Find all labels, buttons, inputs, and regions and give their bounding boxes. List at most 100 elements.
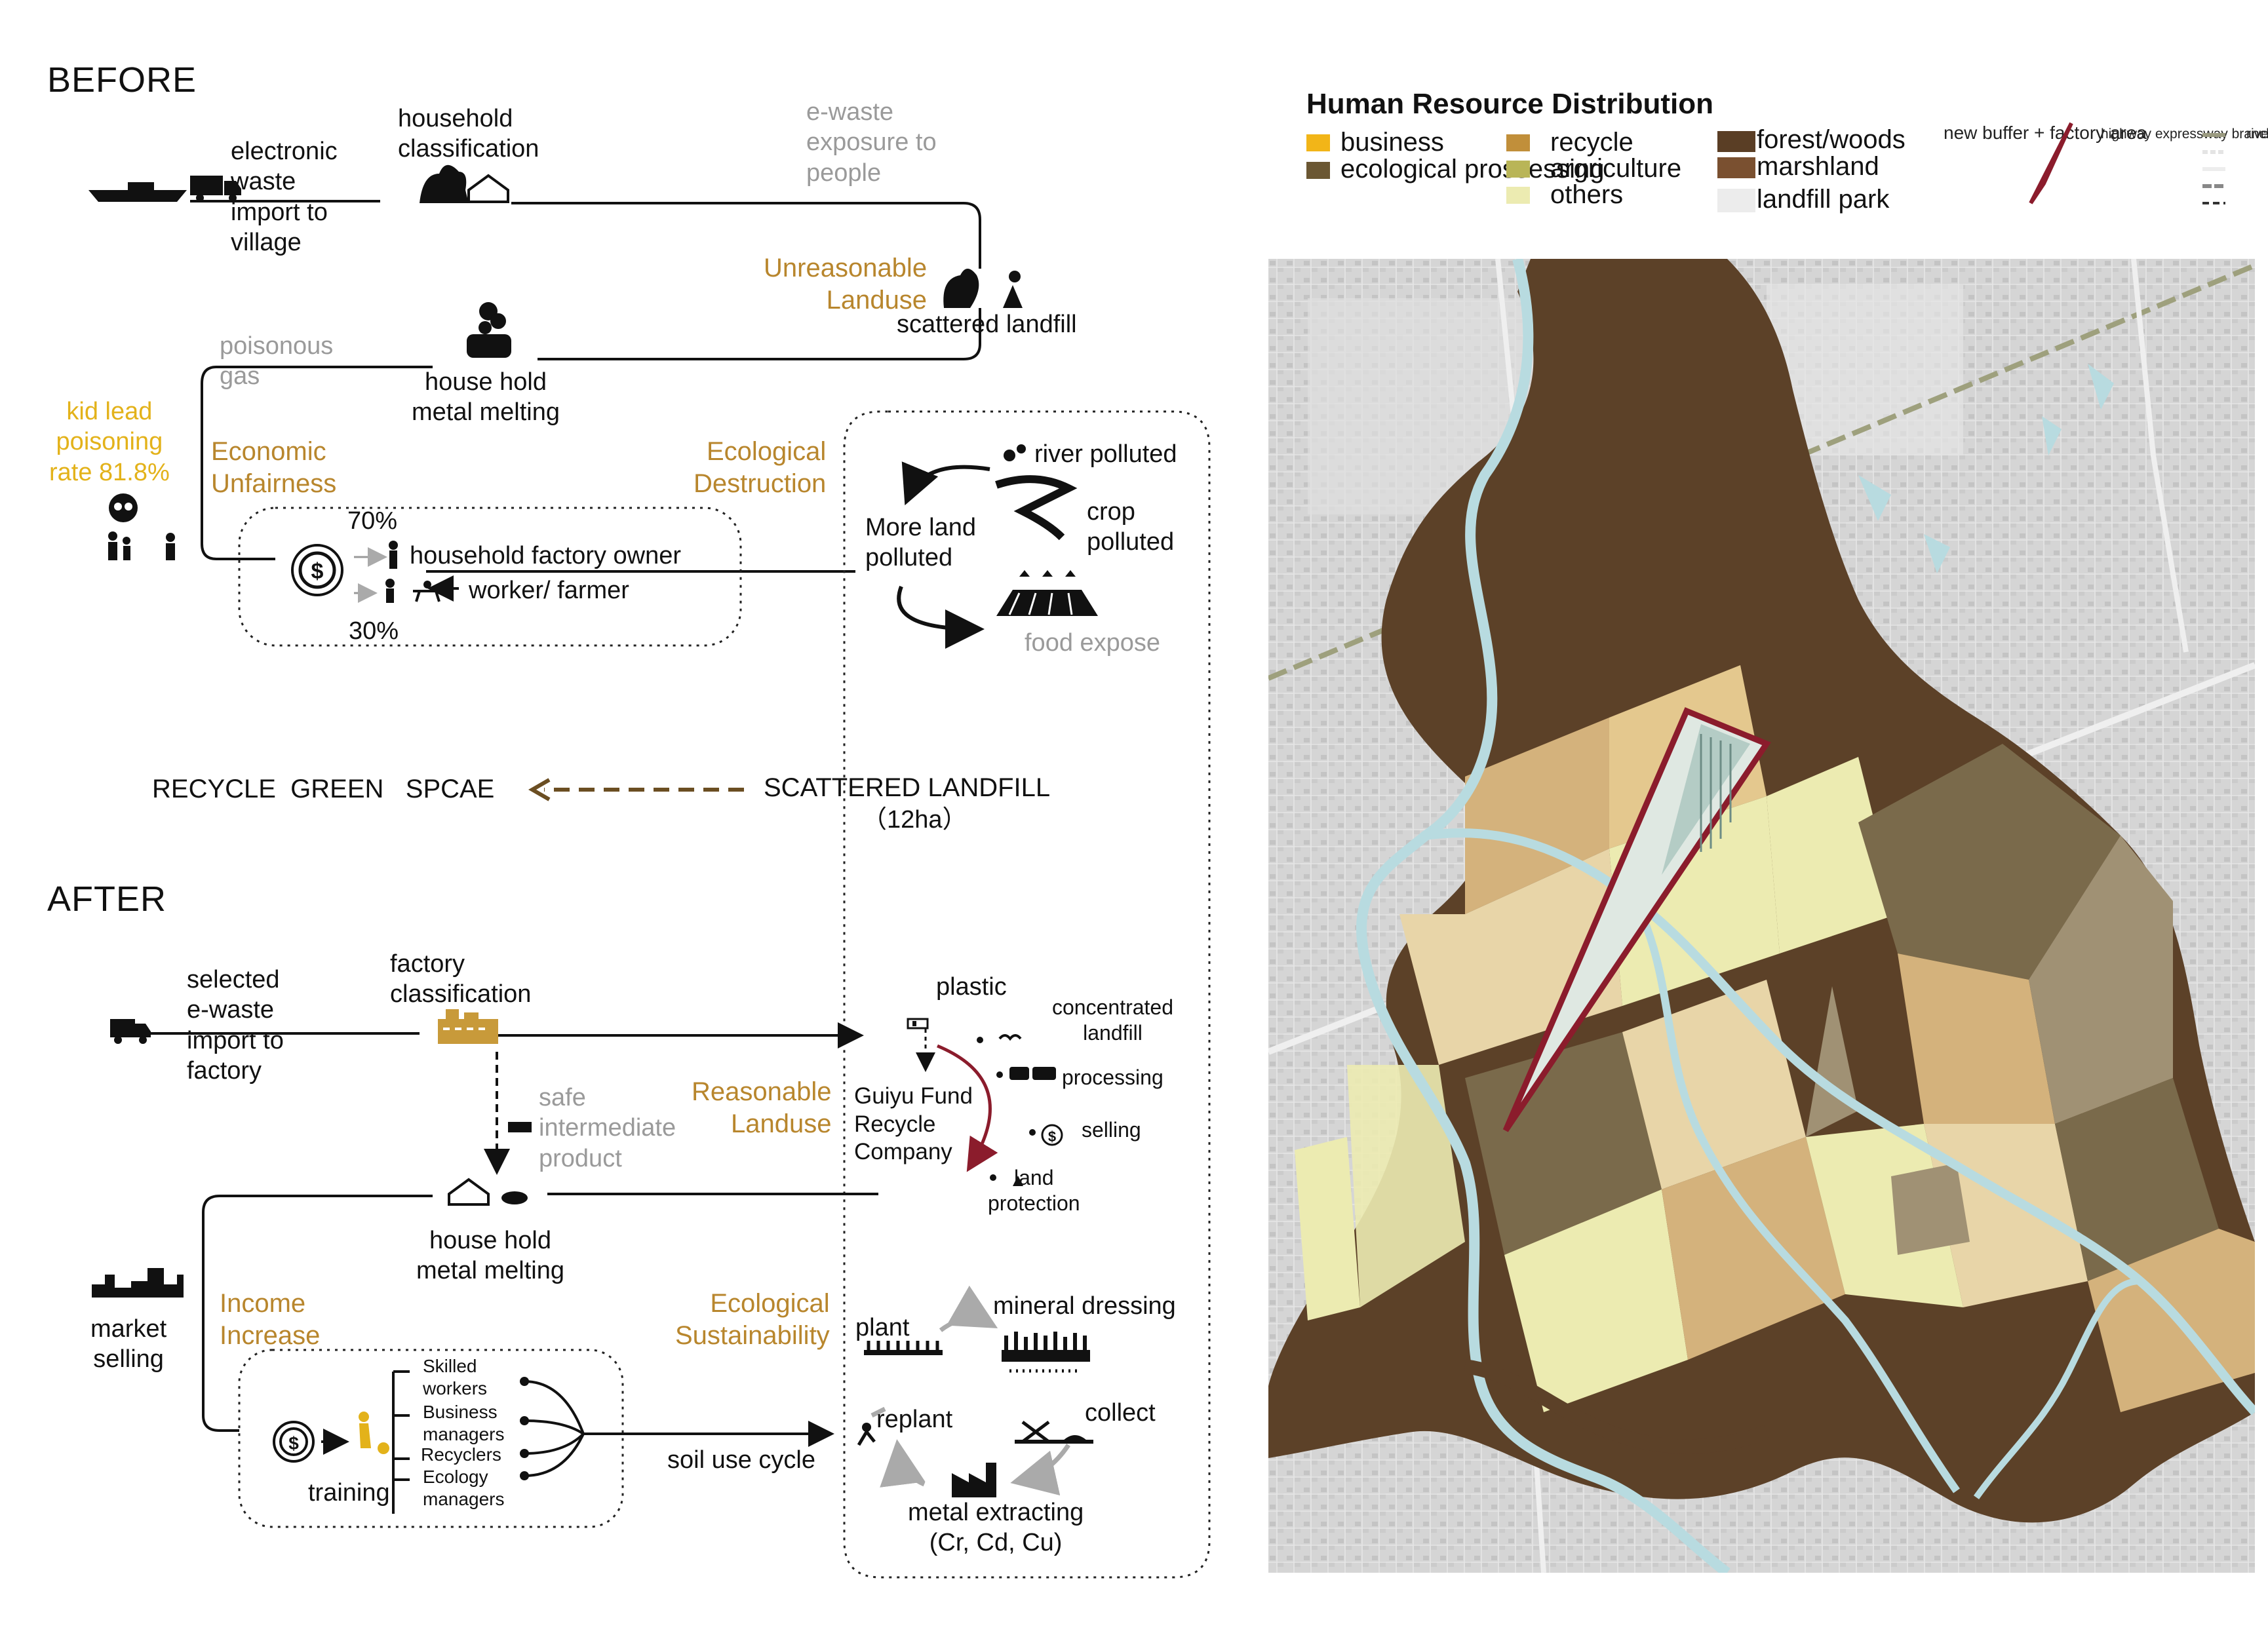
area-label: （12ha） (862, 806, 968, 834)
guiyu-company-label: Guiyu Fund Recycle Company (854, 1083, 973, 1165)
svg-text:$: $ (1048, 1128, 1056, 1145)
trainee-worker-icon (359, 1412, 389, 1454)
company-option-icons: $ (977, 1034, 1063, 1186)
poisonous-gas-label: poisonous gas (220, 332, 334, 391)
legend-cut-labels: rive cro villa cor rec (2246, 126, 2268, 142)
role-ecology: Ecology managers (423, 1467, 505, 1510)
legend-swatch-marshland (1717, 157, 1755, 178)
concentrated-landfill-label: concentrated landfill (1052, 995, 1174, 1045)
ship-icon (88, 182, 187, 202)
kid-lead-label: kid lead poisoning rate 81.8% (49, 398, 170, 486)
mineral-dressing-icon (1002, 1332, 1090, 1373)
role-recyclers: Recyclers (421, 1444, 501, 1465)
family-icon (108, 531, 175, 560)
polluted-river-icon (995, 444, 1078, 541)
selling-label: selling (1082, 1118, 1141, 1142)
training-label: training (308, 1479, 390, 1507)
unreasonable-landuse-label: Unreasonable Landuse (764, 254, 928, 315)
more-land-label: More land polluted (865, 514, 976, 572)
ecological-sustainability-label: Ecological Sustainability (675, 1289, 830, 1350)
collect-label: collect (1085, 1399, 1156, 1427)
market-selling-label: market selling (90, 1315, 167, 1374)
legend-label-recycle: recycle (1550, 128, 1633, 157)
map-panel (1268, 259, 2255, 1573)
pct70-label: 70% (347, 507, 398, 535)
landfill-worker-icon (943, 269, 1023, 308)
melting-pot-icon (467, 302, 511, 358)
legend-label-business: business (1340, 128, 1444, 157)
legend-swatch-recycle (1506, 134, 1530, 151)
intermediate-product-icon (508, 1122, 532, 1132)
food-expose-label: food expose (1025, 629, 1161, 657)
plant-row-icon (864, 1341, 943, 1355)
before-heading: BEFORE (47, 60, 197, 100)
worker-label: worker/ farmer (469, 577, 629, 604)
role-skilled: Skilled workers (423, 1356, 488, 1399)
household-classification-label: household classification (398, 105, 539, 163)
house-disk-icon (448, 1178, 528, 1206)
legend-swatch-agriculture (1506, 161, 1530, 178)
crop-polluted-label: crop polluted (1087, 498, 1175, 556)
legend-label-agriculture: argriculture (1550, 154, 1682, 183)
ecological-destruction-label: Ecological Destruction (694, 437, 827, 498)
income-increase-label: Income Increase (220, 1289, 321, 1350)
role-business: Business managers (423, 1402, 505, 1445)
legend-swatch-landfill-park (1717, 189, 1755, 212)
metal-extracting-label: metal extracting (Cr, Cd, Cu) (908, 1499, 1084, 1557)
truck-icon (190, 176, 241, 202)
selected-ewaste-label: selected e-waste import to factory (187, 966, 284, 1085)
legend-label-ecological: ecological prossessing (1340, 155, 1605, 183)
legend-swatch-ecological (1306, 162, 1330, 179)
waste-house-icon (420, 164, 509, 203)
recycle-green-space-label: RECYCLE GREEN SPCAE (152, 775, 495, 803)
plastic-bin-icon (907, 1018, 929, 1029)
training-coin-icon: $ (273, 1421, 315, 1463)
soil-use-cycle-label: soil use cycle (667, 1446, 815, 1474)
buffer-triangle-icon (2029, 122, 2073, 204)
melting-label: house hold metal melting (412, 368, 560, 427)
plastic-label: plastic (936, 973, 1007, 1001)
land-use-map (1268, 259, 2255, 1573)
road-line-legend (2202, 133, 2225, 204)
owner-figure-icon (389, 541, 398, 569)
factory-icon (438, 1009, 498, 1044)
legend-swatch-others (1506, 187, 1530, 204)
legend-label-marshland: marshland (1757, 152, 1879, 181)
factory-extract-icon (952, 1463, 996, 1497)
scattered-landfill-label: scattered landfill (897, 311, 1077, 338)
pct30-label: 30% (349, 617, 399, 645)
legend-label-forest: forest/woods (1757, 125, 1906, 154)
factory-classification-label: factory classification (390, 950, 532, 1009)
legend-buffer-label: new buffer + factory area (1944, 123, 2147, 143)
market-skyline-icon (92, 1268, 184, 1298)
safe-product-label: safe intermediate product (539, 1084, 676, 1172)
crops-field-icon (996, 570, 1098, 616)
legend-swatch-forest (1717, 131, 1755, 152)
after-melting-label: house hold metal melting (416, 1227, 564, 1285)
worker-figure-icon (385, 579, 442, 603)
replant-figure-icon (857, 1423, 876, 1446)
svg-text:$: $ (288, 1433, 299, 1453)
dollar-coin-icon: $ (291, 544, 343, 596)
after-heading: AFTER (47, 879, 167, 919)
legend-road-labels: highway expressway branch road railway w… (2101, 126, 2268, 142)
after-truck-icon (110, 1019, 151, 1044)
legend-title: Human Resource Distribution (1306, 88, 1713, 120)
reasonable-landuse-label: Reasonable Landuse (692, 1077, 832, 1138)
role-dots (520, 1377, 529, 1480)
river-polluted-label: river polluted (1034, 440, 1177, 468)
svg-text:$: $ (311, 559, 324, 584)
import-label: electronic waste import to village (231, 138, 338, 257)
processing-label: processing (1062, 1066, 1163, 1089)
scattered-landfill-heading: SCATTERED LANDFILL (764, 773, 1051, 802)
plant-label: plant (855, 1314, 910, 1341)
economic-unfairness-label: Economic Unfairness (211, 437, 337, 498)
legend-label-landfill-park: landfill park (1757, 185, 1890, 214)
owner-label: household factory owner (410, 542, 682, 569)
exposure-label: e-waste exposure to people (806, 98, 937, 187)
skull-icon (109, 493, 138, 522)
collect-icon (1015, 1421, 1093, 1444)
land-protection-label: land protection (988, 1166, 1080, 1216)
